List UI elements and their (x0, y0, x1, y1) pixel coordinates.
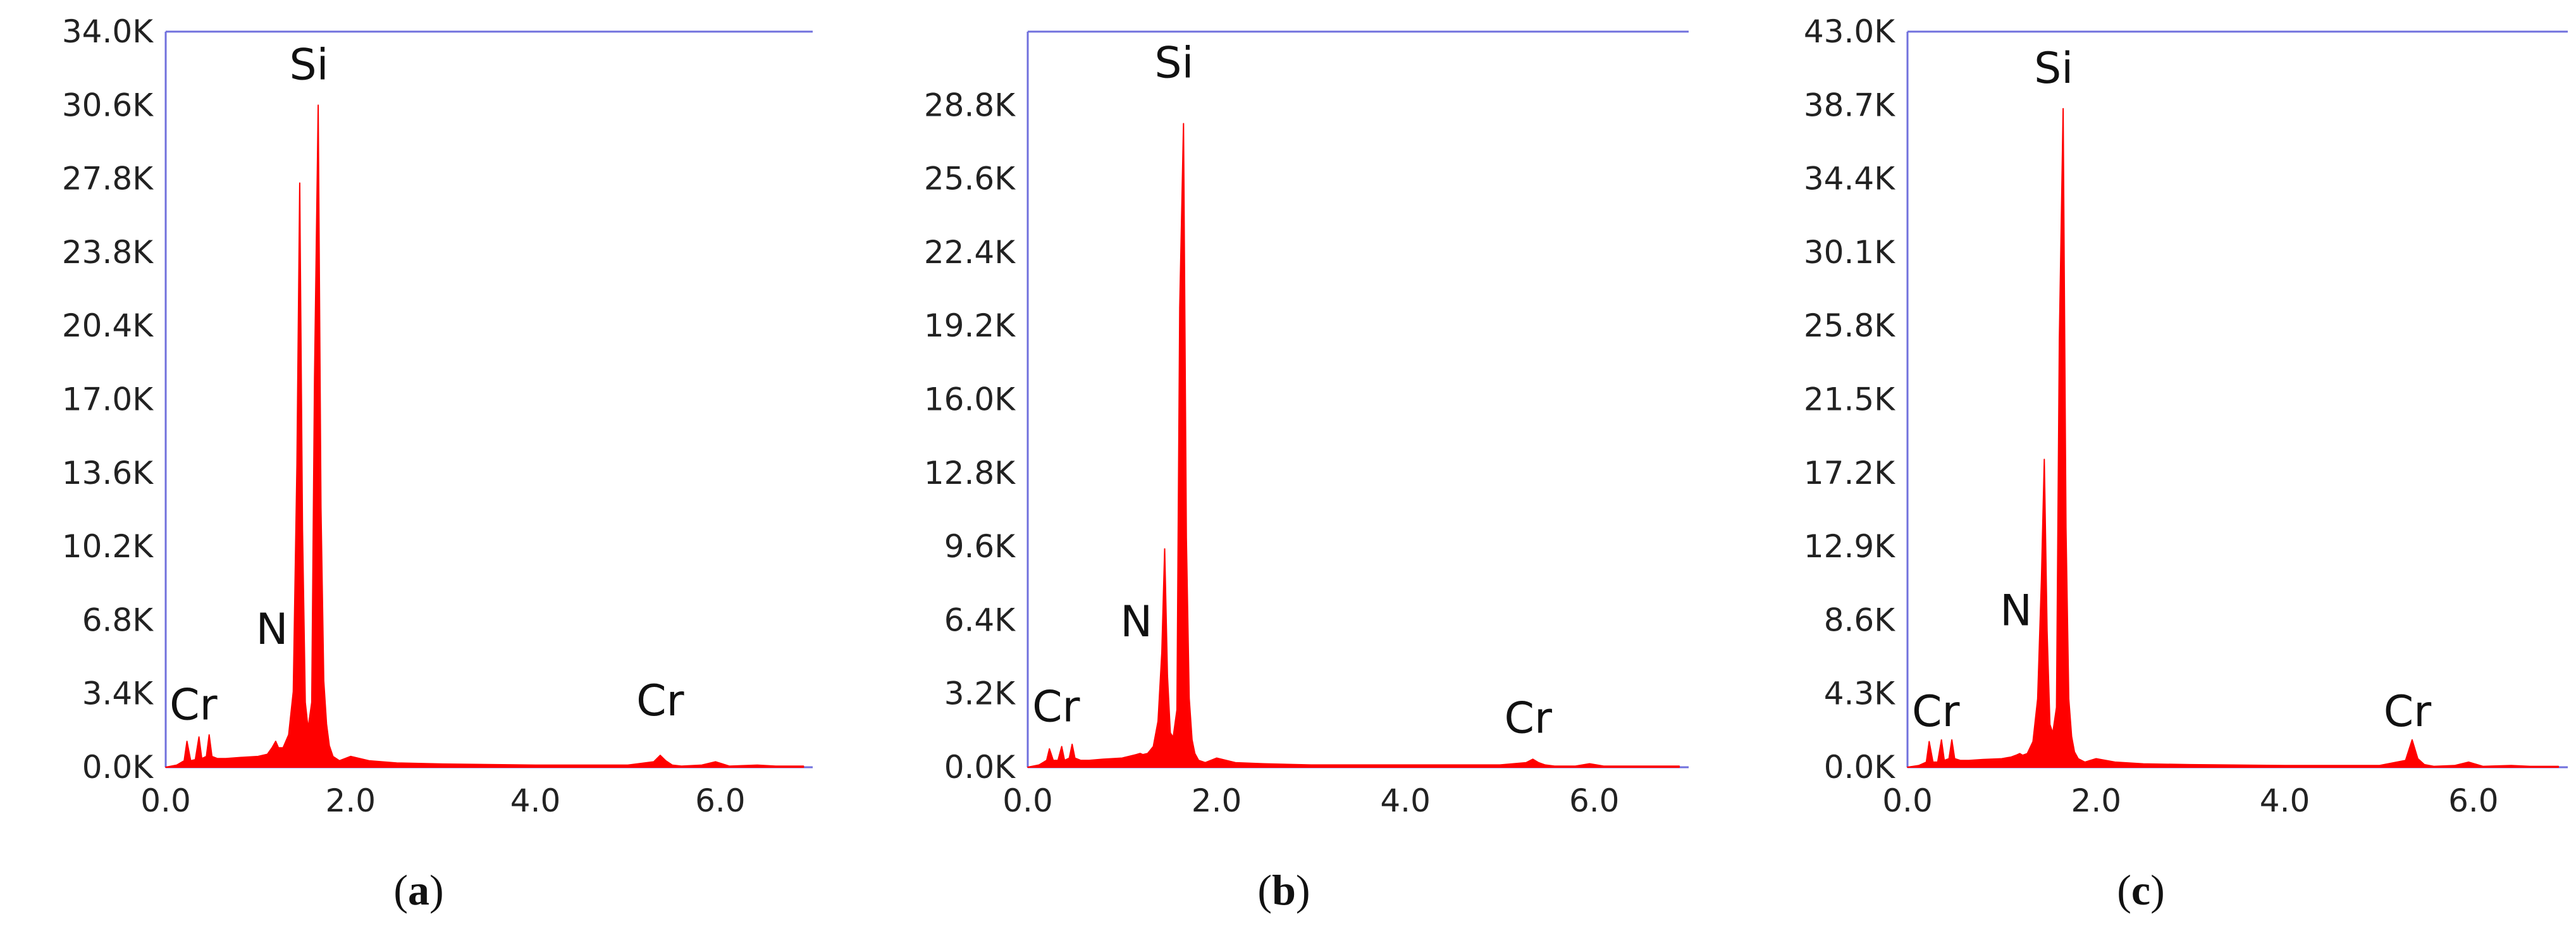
y-tick-label: 25.6K (924, 161, 1016, 197)
x-tick-label: 6.0 (2448, 782, 2499, 819)
y-tick-label: 10.2K (62, 528, 154, 565)
y-tick-label: 19.2K (924, 307, 1016, 344)
panel-caption: (a) (393, 866, 443, 914)
y-tick-label: 21.5K (1804, 381, 1895, 418)
peak-label-cr: Cr (1912, 687, 1959, 737)
peak-label-cr: Cr (1504, 693, 1551, 743)
spectrum-area (1027, 123, 1680, 768)
peak-label-cr: Cr (1032, 682, 1080, 732)
x-tick-label: 2.0 (2071, 782, 2122, 819)
peak-label-n: N (2000, 586, 2032, 636)
peak-label-cr: Cr (636, 676, 684, 726)
spectrum-area (1907, 108, 2560, 768)
y-tick-label: 34.4K (1804, 161, 1895, 197)
peak-label-cr: Cr (2384, 687, 2431, 737)
peak-label-cr: Cr (169, 681, 217, 731)
y-tick-label: 9.6K (944, 528, 1016, 565)
y-tick-label: 38.7K (1804, 87, 1895, 123)
x-tick-label: 4.0 (2260, 782, 2310, 819)
y-tick-label: 28.8K (924, 87, 1016, 123)
spectrum-area (165, 104, 804, 768)
x-tick-label: 6.0 (1569, 782, 1620, 819)
y-tick-label: 34.0K (62, 13, 154, 50)
peak-label-si: Si (2034, 44, 2073, 94)
x-tick-label: 0.0 (140, 782, 191, 819)
peak-label-si: Si (289, 40, 328, 90)
x-tick-label: 2.0 (1192, 782, 1242, 819)
y-tick-label: 12.8K (924, 455, 1016, 491)
y-tick-label: 8.6K (1824, 602, 1896, 638)
panel-caption: (c) (2117, 866, 2165, 914)
y-tick-label: 27.8K (62, 161, 154, 197)
x-tick-label: 2.0 (326, 782, 376, 819)
y-tick-label: 0.0K (1824, 749, 1896, 786)
y-tick-label: 17.0K (62, 381, 154, 418)
peak-label-n: N (256, 605, 288, 655)
y-tick-label: 30.1K (1804, 234, 1895, 271)
y-tick-label: 22.4K (924, 234, 1016, 271)
x-tick-label: 0.0 (1002, 782, 1053, 819)
y-tick-label: 6.8K (82, 602, 154, 638)
x-tick-label: 6.0 (695, 782, 746, 819)
y-tick-label: 3.4K (82, 676, 154, 712)
peak-label-n: N (1120, 597, 1152, 647)
y-tick-label: 30.6K (62, 87, 154, 123)
y-tick-label: 17.2K (1804, 455, 1895, 491)
x-tick-label: 4.0 (510, 782, 561, 819)
x-tick-label: 4.0 (1380, 782, 1431, 819)
y-tick-label: 20.4K (62, 307, 154, 344)
panel-caption: (b) (1257, 866, 1310, 914)
spectrum-panel-b: 0.0K 3.2K 6.4K 9.6K 12.8K 16.0K 19.2K 22.4K 25.6… (924, 30, 1689, 914)
y-tick-label: 25.8K (1804, 307, 1895, 344)
y-tick-label: 0.0K (82, 749, 154, 786)
y-tick-label: 16.0K (924, 381, 1016, 418)
y-tick-label: 3.2K (944, 676, 1016, 712)
y-tick-label: 43.0K (1804, 13, 1895, 50)
peak-label-si: Si (1154, 39, 1193, 89)
y-tick-label: 0.0K (944, 749, 1016, 786)
y-tick-label: 13.6K (62, 455, 154, 491)
x-tick-label: 0.0 (1882, 782, 1933, 819)
y-tick-label: 6.4K (944, 602, 1016, 638)
spectrum-panel-c: 0.0K 4.3K 8.6K 12.9K 17.2K 21.5K 25.8K 30.1K 34.… (1804, 13, 2568, 914)
y-tick-label: 4.3K (1824, 676, 1896, 712)
y-tick-label: 23.8K (62, 234, 154, 271)
y-tick-label: 12.9K (1804, 528, 1895, 565)
spectrum-panel-a: 0.0K 3.4K 6.8K 10.2K 13.6K 17.0K 20.4K 23.8K 27.… (62, 13, 813, 914)
